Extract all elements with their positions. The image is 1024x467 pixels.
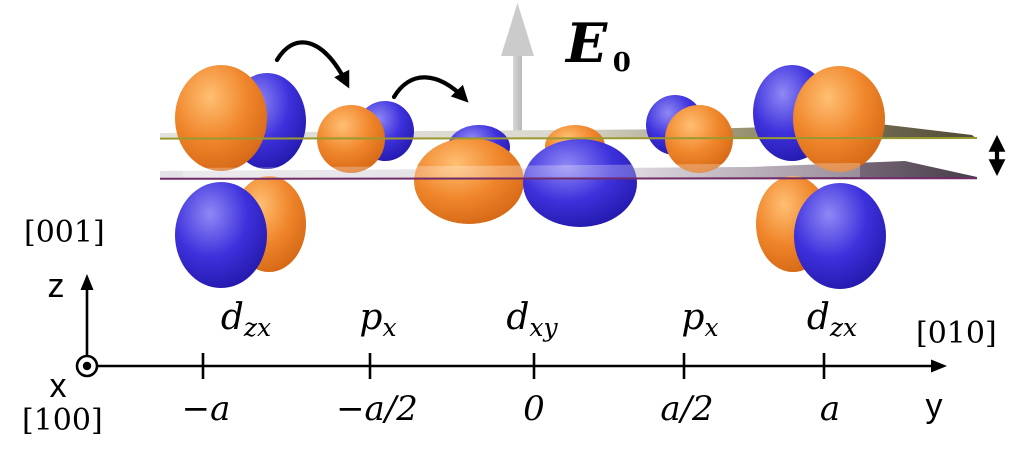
axis-letter-z: z	[48, 267, 65, 305]
lower-plane-translucency	[183, 163, 860, 178]
dzx-neg-a-lower-front-lobe	[175, 182, 267, 288]
tick-label-pos-a: a	[820, 389, 840, 429]
tick-label-neg-a: −a	[182, 389, 231, 429]
coordinate-axes	[75, 274, 947, 379]
field-label-base: E	[564, 11, 608, 75]
dzx-pos-a-upper-front-lobe	[793, 66, 885, 172]
hopping-arrow-left	[274, 40, 350, 89]
field-arrow-shaft	[513, 47, 522, 137]
lower-plane-edge	[159, 177, 978, 180]
z-axis-arrowhead	[80, 274, 94, 290]
axis-letter-x: x	[50, 367, 67, 405]
orbital-label-px-left: px	[359, 297, 396, 342]
upper-plane-edge	[159, 137, 978, 140]
hopping-arrow-right	[391, 75, 469, 103]
tick-label-zero: 0	[523, 389, 545, 429]
field-label-sub: 0	[613, 48, 631, 78]
tick-label-neg-half-a: −a/2	[336, 389, 418, 429]
axis-letter-y: y	[926, 387, 943, 425]
field-arrow-head	[501, 3, 534, 56]
orbital-label-px-right: px	[681, 297, 718, 342]
field-arrow	[501, 3, 534, 137]
dxy-front-left-lobe	[414, 138, 524, 224]
orbital-labels: dzx px dxy px dzx	[221, 297, 857, 342]
dzx-pos-a-lower-front-lobe	[794, 183, 886, 289]
direction-label-001: [001]	[24, 215, 105, 250]
tick-labels: −a −a/2 0 a/2 a	[182, 389, 841, 429]
dxy-front-right-lobe	[523, 139, 637, 227]
orbital-label-dzx-left: dzx	[221, 297, 271, 342]
orbital-label-dzx-right: dzx	[807, 297, 857, 342]
orbital-label-dxy: dxy	[506, 297, 558, 342]
field-label: E 0	[564, 11, 631, 78]
y-axis-arrowhead	[931, 359, 947, 373]
origin-dot	[82, 361, 92, 371]
tick-label-pos-half-a: a/2	[660, 389, 713, 429]
dzx-neg-a-upper-front-lobe	[175, 65, 267, 171]
orbital-front-lobes	[175, 65, 886, 289]
direction-label-100: [100]	[22, 403, 103, 438]
direction-label-010: [010]	[916, 316, 997, 351]
